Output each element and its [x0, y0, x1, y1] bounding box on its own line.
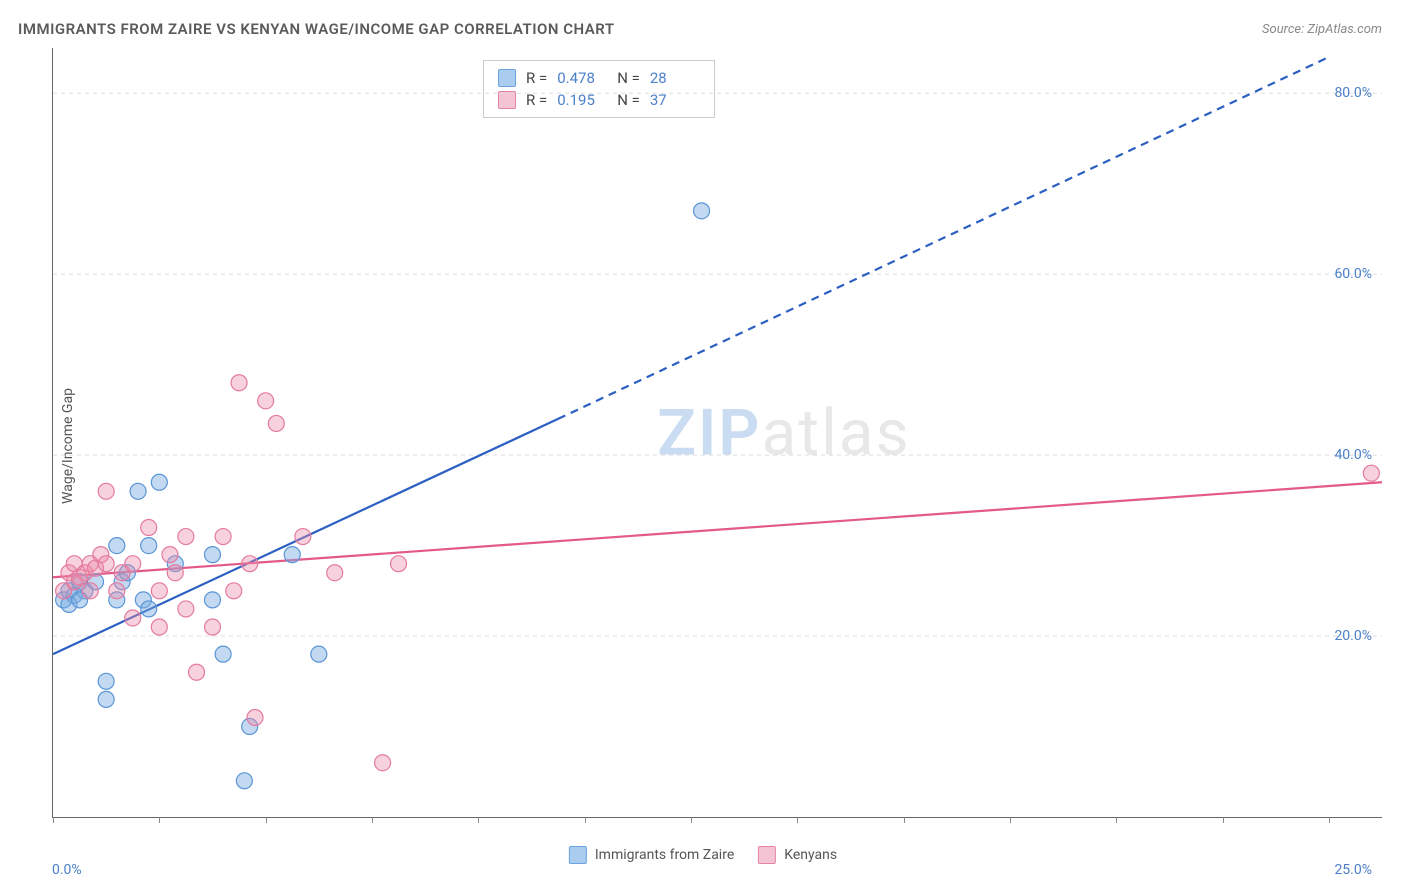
- swatch-kenyans-bottom: [758, 846, 776, 864]
- x-tick: [53, 817, 54, 823]
- x-tick: [691, 817, 692, 823]
- data-point-zaire: [151, 474, 167, 490]
- data-point-kenyans: [391, 556, 407, 572]
- data-point-zaire: [141, 538, 157, 554]
- data-point-zaire: [215, 646, 231, 662]
- data-point-kenyans: [167, 565, 183, 581]
- data-point-kenyans: [231, 375, 247, 391]
- legend-item-zaire: Immigrants from Zaire: [569, 846, 734, 864]
- data-point-zaire: [204, 547, 220, 563]
- data-point-kenyans: [258, 393, 274, 409]
- data-point-kenyans: [327, 565, 343, 581]
- data-point-kenyans: [242, 556, 258, 572]
- data-point-zaire: [109, 538, 125, 554]
- x-tick: [1223, 817, 1224, 823]
- data-point-kenyans: [247, 709, 263, 725]
- y-tick-label: 60.0%: [1334, 266, 1372, 282]
- data-point-kenyans: [151, 583, 167, 599]
- data-point-zaire: [694, 203, 710, 219]
- plot-area: ZIPatlas R = 0.478 N = 28 R = 0.195 N = …: [52, 48, 1382, 818]
- x-tick: [159, 817, 160, 823]
- source-credit: Source: ZipAtlas.com: [1262, 22, 1382, 37]
- data-point-kenyans: [204, 619, 220, 635]
- data-point-zaire: [284, 547, 300, 563]
- legend-label-kenyans: Kenyans: [784, 847, 837, 863]
- data-point-zaire: [236, 773, 252, 789]
- data-point-kenyans: [125, 610, 141, 626]
- x-tick: [585, 817, 586, 823]
- x-tick: [478, 817, 479, 823]
- plot-svg: [53, 48, 1382, 817]
- data-point-kenyans: [189, 664, 205, 680]
- x-tick: [372, 817, 373, 823]
- data-point-kenyans: [109, 583, 125, 599]
- x-max-label: 25.0%: [1334, 862, 1372, 878]
- data-point-kenyans: [125, 556, 141, 572]
- data-point-kenyans: [98, 556, 114, 572]
- y-tick-label: 40.0%: [1334, 447, 1372, 463]
- x-tick: [266, 817, 267, 823]
- data-point-kenyans: [268, 415, 284, 431]
- data-point-zaire: [204, 592, 220, 608]
- data-point-kenyans: [178, 601, 194, 617]
- x-tick: [797, 817, 798, 823]
- data-point-kenyans: [151, 619, 167, 635]
- x-min-label: 0.0%: [52, 862, 82, 878]
- legend-bottom: Immigrants from Zaire Kenyans: [569, 846, 837, 864]
- chart-title: IMMIGRANTS FROM ZAIRE VS KENYAN WAGE/INC…: [18, 20, 615, 38]
- data-point-kenyans: [1363, 465, 1379, 481]
- legend-item-kenyans: Kenyans: [758, 846, 837, 864]
- legend-label-zaire: Immigrants from Zaire: [595, 847, 734, 863]
- data-point-kenyans: [178, 529, 194, 545]
- data-point-zaire: [130, 483, 146, 499]
- y-tick-label: 80.0%: [1334, 85, 1372, 101]
- x-tick: [904, 817, 905, 823]
- data-point-zaire: [98, 673, 114, 689]
- swatch-zaire-bottom: [569, 846, 587, 864]
- data-point-zaire: [141, 601, 157, 617]
- data-point-zaire: [311, 646, 327, 662]
- data-point-kenyans: [82, 583, 98, 599]
- data-point-kenyans: [226, 583, 242, 599]
- x-tick: [1329, 817, 1330, 823]
- data-point-kenyans: [141, 519, 157, 535]
- data-point-kenyans: [295, 529, 311, 545]
- x-tick: [1116, 817, 1117, 823]
- data-point-zaire: [98, 691, 114, 707]
- data-point-kenyans: [98, 483, 114, 499]
- data-point-kenyans: [162, 547, 178, 563]
- x-tick: [1010, 817, 1011, 823]
- y-tick-label: 20.0%: [1334, 628, 1372, 644]
- data-point-kenyans: [375, 755, 391, 771]
- data-point-kenyans: [215, 529, 231, 545]
